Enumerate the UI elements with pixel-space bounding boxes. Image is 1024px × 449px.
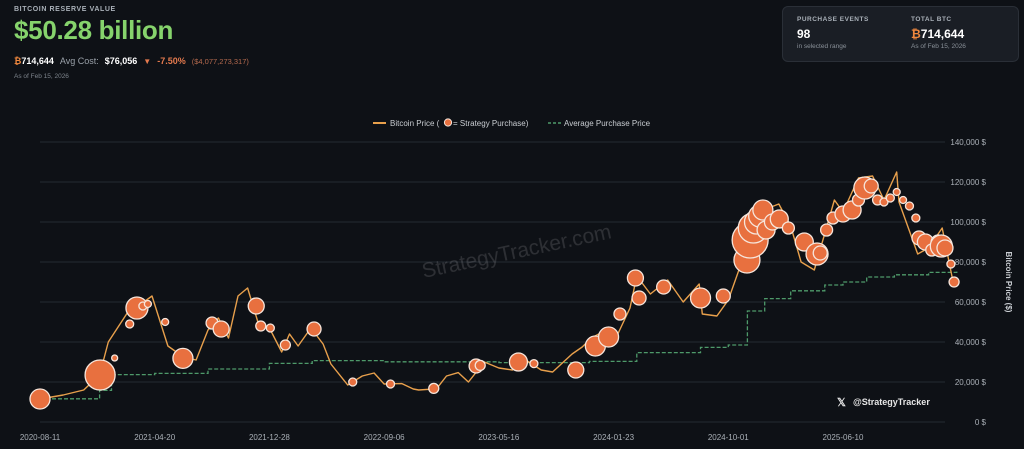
purchase-bubbles (29, 176, 960, 410)
x-logo-icon: 𝕏 (837, 397, 846, 409)
purchase-bubble (428, 382, 440, 395)
purchase-bubble (904, 201, 915, 211)
purchase-bubble (689, 287, 712, 309)
y-tick-label: 40,000 $ (955, 338, 987, 347)
total-btc-sub: As of Feb 15, 2026 (911, 43, 966, 50)
x-tick-label: 2021-04-20 (134, 433, 175, 442)
holdings: ₿714,644 (14, 56, 54, 66)
holdings-row: ₿714,644 Avg Cost: $76,056 ▼ -7.50% ($4,… (14, 56, 249, 66)
handle-badge[interactable]: 𝕏 @StrategyTracker (837, 397, 930, 409)
change-percent: -7.50% (157, 56, 186, 66)
x-tick-label: 2025-06-10 (823, 433, 864, 442)
legend[interactable]: Bitcoin Price ( = Strategy Purchase) Ave… (373, 118, 651, 128)
x-tick-label: 2022-09-06 (364, 433, 405, 442)
purchase-events-stat: PURCHASE EVENTS 98 in selected range (797, 16, 869, 50)
y-tick-label: 120,000 $ (950, 178, 986, 187)
purchase-bubble (143, 299, 153, 309)
reserve-value: $50.28 billion (14, 15, 174, 45)
legend-purchase-label: = Strategy Purchase) (453, 119, 529, 128)
purchase-bubble (936, 239, 954, 257)
average-purchase-price-line (40, 269, 958, 400)
purchase-bubble (819, 223, 834, 237)
purchase-bubble (247, 297, 265, 315)
bitcoin-price-line (39, 171, 958, 400)
btc-holdings: 714,644 (21, 56, 54, 66)
y-tick-label: 20,000 $ (955, 378, 987, 387)
x-tick-label: 2021-12-28 (249, 433, 290, 442)
average-price-layer (40, 269, 958, 400)
purchase-bubble (948, 276, 960, 288)
total-btc-row: ₿714,644 (911, 27, 966, 41)
handle-text[interactable]: @StrategyTracker (853, 397, 930, 407)
purchase-bubble (885, 193, 895, 203)
down-triangle-icon: ▼ (143, 56, 152, 66)
stats-card: PURCHASE EVENTS 98 in selected range TOT… (782, 6, 1019, 62)
watermark: StrategyTracker.com (420, 220, 614, 283)
purchase-bubble (567, 361, 585, 379)
purchase-bubble (892, 187, 901, 197)
y-axis-title: Bitcoin Price ($) (1004, 252, 1013, 313)
purchase-bubble (631, 290, 647, 306)
y-tick-label: 100,000 $ (950, 218, 986, 227)
total-btc-label: TOTAL BTC (911, 16, 952, 23)
legend-avg-label[interactable]: Average Purchase Price (564, 119, 651, 128)
y-tick-label: 0 $ (975, 418, 987, 427)
avg-cost-label: Avg Cost: (59, 56, 99, 66)
purchase-bubble (279, 339, 292, 351)
purchase-bubble (84, 359, 116, 391)
price-layer (39, 171, 958, 400)
purchase-bubble (879, 197, 889, 207)
purchase-bubble (715, 288, 731, 304)
x-axis-ticks: 2020-08-11 2021-04-20 2021-12-28 2022-09-06… (20, 433, 864, 442)
legend-price-label[interactable]: Bitcoin Price ( (390, 119, 440, 128)
purchase-bubble (265, 323, 275, 333)
purchase-bubble (172, 347, 194, 370)
purchase-bubble (597, 326, 620, 348)
purchase-bubble (111, 354, 119, 362)
purchase-bubble (812, 245, 828, 261)
grid-lines (40, 141, 945, 423)
change-amount: ($4,077,273,317) (191, 56, 249, 66)
purchase-bubble (161, 317, 170, 327)
purchase-bubble (348, 377, 358, 387)
purchase-bubble (911, 213, 921, 223)
x-tick-label: 2024-10-01 (708, 433, 749, 442)
y-tick-label: 60,000 $ (955, 298, 987, 307)
total-btc-stat: TOTAL BTC ₿714,644 As of Feb 15, 2026 (911, 16, 966, 50)
purchase-bubble (863, 178, 879, 194)
x-tick-label: 2020-08-11 (20, 433, 61, 442)
as-of-date: As of Feb 15, 2026 (14, 73, 69, 80)
y-axis-ticks: 0 $ 20,000 $ 40,000 $ 60,000 $ 80,000 $ 100,0… (950, 138, 986, 427)
y-tick-label: 80,000 $ (955, 258, 987, 267)
legend-purchase-icon (443, 118, 453, 127)
purchase-bubble (946, 259, 956, 269)
bitcoin-icon: ₿ (911, 27, 921, 41)
purchase-events-value: 98 (797, 27, 811, 41)
total-btc-value: 714,644 (920, 27, 965, 41)
purchase-bubble (626, 269, 645, 287)
purchase-bubble (212, 320, 230, 338)
purchase-bubble (306, 321, 322, 337)
reserve-summary: BITCOIN RESERVE VALUE $50.28 billion ₿71… (14, 6, 249, 80)
purchase-bubble (474, 359, 486, 372)
purchase-events-label: PURCHASE EVENTS (797, 16, 869, 23)
purchase-bubble (781, 221, 796, 235)
bitcoin-icon: ₿ (14, 56, 22, 66)
y-tick-label: 140,000 $ (950, 138, 986, 147)
purchase-bubble (508, 352, 529, 372)
x-tick-label: 2024-01-23 (593, 433, 634, 442)
purchase-bubble (385, 379, 396, 389)
purchase-bubble (898, 195, 908, 205)
purchase-bubble (655, 279, 672, 295)
purchase-bubble (29, 388, 51, 410)
purchase-bubble (529, 358, 539, 369)
x-tick-label: 2023-05-16 (478, 433, 519, 442)
avg-cost-value: $76,056 (104, 56, 138, 66)
purchase-events-sub: in selected range (797, 43, 847, 50)
purchase-bubble (613, 307, 627, 321)
purchase-bubble (125, 319, 135, 329)
purchase-bubble (255, 320, 267, 332)
section-label: BITCOIN RESERVE VALUE (14, 6, 116, 13)
